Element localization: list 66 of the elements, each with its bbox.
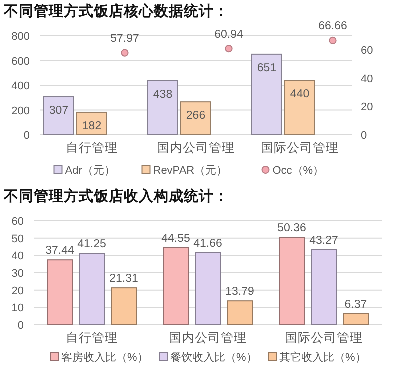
data-label: 41.25 <box>78 238 106 250</box>
legend-label: 餐饮收入比（%） <box>170 351 258 364</box>
bar <box>279 237 305 326</box>
bar <box>76 112 108 136</box>
data-label: 307 <box>49 105 69 118</box>
bar <box>180 102 212 136</box>
point <box>329 36 337 45</box>
bar <box>343 313 369 326</box>
data-label: 66.66 <box>318 20 348 33</box>
bar <box>44 96 74 136</box>
chart-title: 不同管理方式饭店核心数据统计： <box>3 2 229 20</box>
data-label: 13.79 <box>226 286 254 298</box>
bar <box>148 80 178 136</box>
point <box>225 45 233 53</box>
y-tick-label: 200 <box>12 105 30 118</box>
legend-label: Occ（%） <box>272 165 324 177</box>
data-label: 41.66 <box>194 238 222 250</box>
y-tick-label: 0 <box>24 130 30 142</box>
y-tick-label: 600 <box>12 56 30 68</box>
data-label: 440 <box>290 88 310 101</box>
bar <box>47 260 73 326</box>
y2-tick-label: 60 <box>361 45 374 58</box>
legend-label: 其它收入比（%） <box>280 351 366 364</box>
data-label: 438 <box>153 88 173 101</box>
bar <box>195 252 221 326</box>
bar <box>252 54 282 136</box>
x-tick-label: 自行管理 <box>66 141 118 155</box>
bar <box>311 250 337 326</box>
y-tick-label: 40 <box>12 250 24 263</box>
bar <box>163 247 189 326</box>
data-label: 651 <box>257 62 277 74</box>
y-tick-label: 30 <box>12 268 24 280</box>
data-label: 50.36 <box>278 222 306 235</box>
data-label: 57.97 <box>110 33 140 46</box>
bar <box>79 253 105 326</box>
data-label: 266 <box>186 110 206 122</box>
legend-label: RevPAR（元） <box>153 165 228 177</box>
data-label: 21.31 <box>110 273 138 286</box>
legend-label: Adr（元） <box>65 165 116 177</box>
legend-label: 客房收入比（%） <box>62 351 148 364</box>
y2-tick-label: 20 <box>361 102 374 114</box>
y-tick-label: 50 <box>12 233 24 246</box>
y2-tick-label: 0 <box>361 130 368 142</box>
data-label: 60.94 <box>214 28 244 41</box>
x-tick-label: 国内公司管理 <box>169 331 247 345</box>
data-label: 44.55 <box>162 232 190 245</box>
data-label: 37.44 <box>46 245 75 258</box>
y-tick-label: 60 <box>12 216 24 228</box>
data-label: 6.37 <box>344 298 368 311</box>
bar <box>111 288 137 326</box>
data-label: 182 <box>82 120 102 132</box>
y-tick-label: 0 <box>18 320 24 332</box>
y2-tick-label: 40 <box>361 73 374 86</box>
x-tick-label: 国内公司管理 <box>157 141 235 155</box>
chart-title: 不同管理方式饭店收入构成统计： <box>3 187 229 205</box>
point <box>121 49 129 57</box>
y-tick-label: 400 <box>12 80 30 92</box>
x-tick-label: 国际公司管理 <box>285 331 363 345</box>
data-label: 43.27 <box>310 235 338 247</box>
x-tick-label: 国际公司管理 <box>261 141 339 155</box>
y-tick-label: 10 <box>12 302 24 315</box>
y-tick-label: 800 <box>12 31 30 43</box>
bar <box>227 300 253 326</box>
bar <box>284 80 316 136</box>
y-tick-label: 20 <box>12 285 24 298</box>
x-tick-label: 自行管理 <box>66 331 118 345</box>
